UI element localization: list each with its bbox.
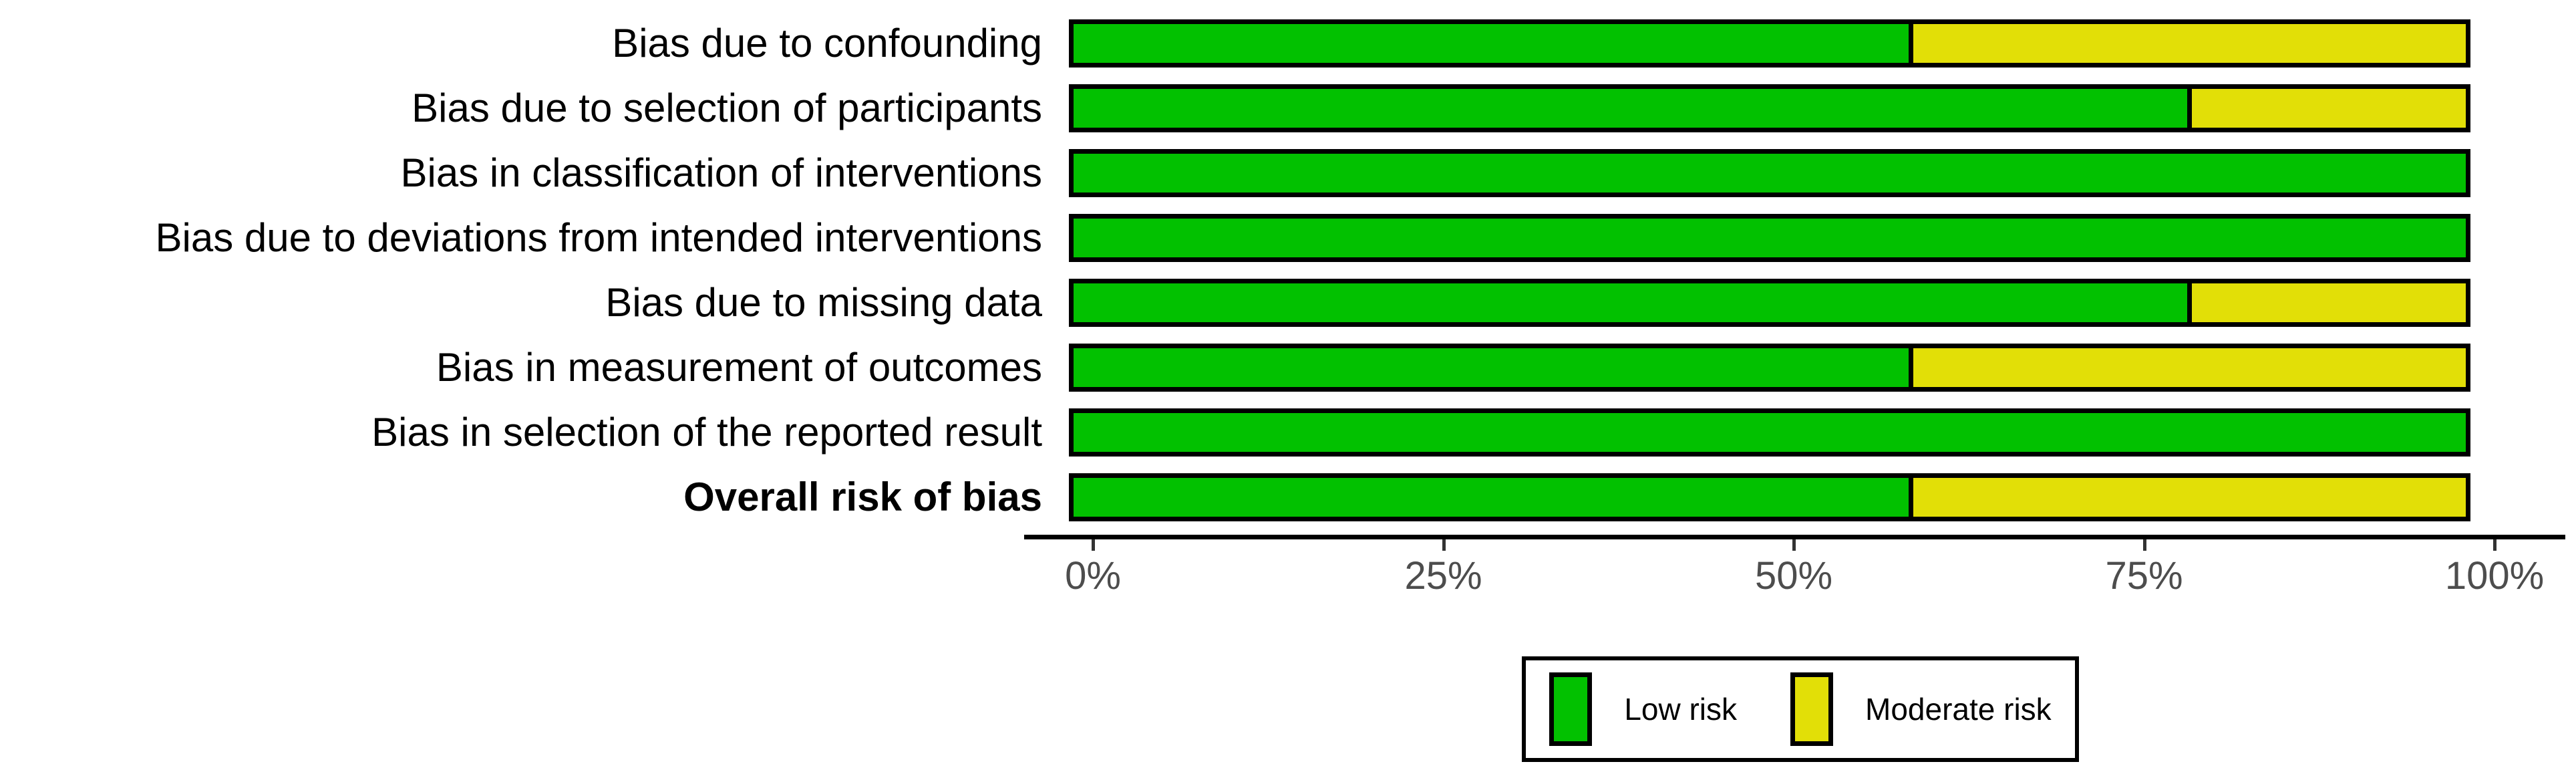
bar-segment-low-risk — [1074, 88, 2188, 128]
x-axis-tick — [1442, 539, 1446, 551]
legend-items: Low risk Moderate risk — [1549, 672, 2052, 746]
x-axis-tick — [1792, 539, 1796, 551]
legend-label: Low risk — [1624, 692, 1738, 727]
x-axis-tick — [2142, 539, 2146, 551]
bar-segment-low-risk — [1074, 348, 1909, 387]
bar-track — [1069, 148, 2470, 197]
x-axis-line — [1024, 535, 2565, 539]
chart-row: Bias due to selection of participants — [0, 76, 2576, 140]
bar-track — [1069, 19, 2470, 68]
legend: Low risk Moderate risk — [1522, 656, 2079, 762]
bar-track — [1069, 408, 2470, 457]
category-label: Bias due to missing data — [605, 280, 1042, 325]
x-axis-tick-label: 75% — [2105, 554, 2183, 598]
x-axis-tick — [2493, 539, 2497, 551]
bar-segment-low-risk — [1074, 218, 2466, 257]
bar-track — [1069, 213, 2470, 262]
category-label: Bias due to confounding — [612, 21, 1042, 66]
legend-label: Moderate risk — [1865, 692, 2052, 727]
category-label: Bias in selection of the reported result — [371, 410, 1042, 455]
legend-swatch-low-risk — [1549, 672, 1593, 746]
bar-segment-moderate-risk — [2187, 283, 2466, 322]
chart-row: Bias due to confounding — [0, 11, 2576, 76]
bar-track — [1069, 473, 2470, 521]
x-axis-tick-label: 100% — [2444, 554, 2545, 598]
bar-segment-moderate-risk — [2187, 88, 2466, 128]
chart-row: Bias due to deviations from intended int… — [0, 205, 2576, 270]
x-axis-tick-label: 25% — [1404, 554, 1482, 598]
bar-track — [1069, 278, 2470, 327]
bar-segment-moderate-risk — [1909, 23, 2466, 63]
legend-item: Moderate risk — [1790, 672, 2052, 746]
x-axis-tick — [1092, 539, 1095, 551]
chart-row: Overall risk of bias — [0, 465, 2576, 529]
category-label: Bias due to selection of participants — [412, 86, 1042, 130]
category-label: Bias in classification of interventions — [400, 150, 1042, 195]
bar-rows: Bias due to confounding Bias due to selec… — [0, 11, 2576, 529]
bar-track — [1069, 84, 2470, 132]
category-label: Overall risk of bias — [683, 475, 1042, 519]
category-label: Bias due to deviations from intended int… — [155, 215, 1042, 260]
bar-segment-low-risk — [1074, 283, 2188, 322]
bar-segment-low-risk — [1074, 477, 1909, 517]
x-axis-tick-label: 0% — [1065, 554, 1121, 598]
chart-row: Bias due to missing data — [0, 270, 2576, 335]
legend-item: Low risk — [1549, 672, 1737, 746]
bar-segment-low-risk — [1074, 153, 2466, 192]
bar-track — [1069, 343, 2470, 392]
x-axis-tick-label: 50% — [1754, 554, 1833, 598]
chart-row: Bias in measurement of outcomes — [0, 335, 2576, 400]
bar-segment-moderate-risk — [1909, 477, 2466, 517]
bar-segment-low-risk — [1074, 412, 2466, 452]
chart-row: Bias in classification of interventions — [0, 140, 2576, 205]
chart-row: Bias in selection of the reported result — [0, 400, 2576, 465]
bar-segment-low-risk — [1074, 23, 1909, 63]
legend-swatch-moderate-risk — [1790, 672, 1834, 746]
bar-segment-moderate-risk — [1909, 348, 2466, 387]
category-label: Bias in measurement of outcomes — [436, 345, 1042, 390]
